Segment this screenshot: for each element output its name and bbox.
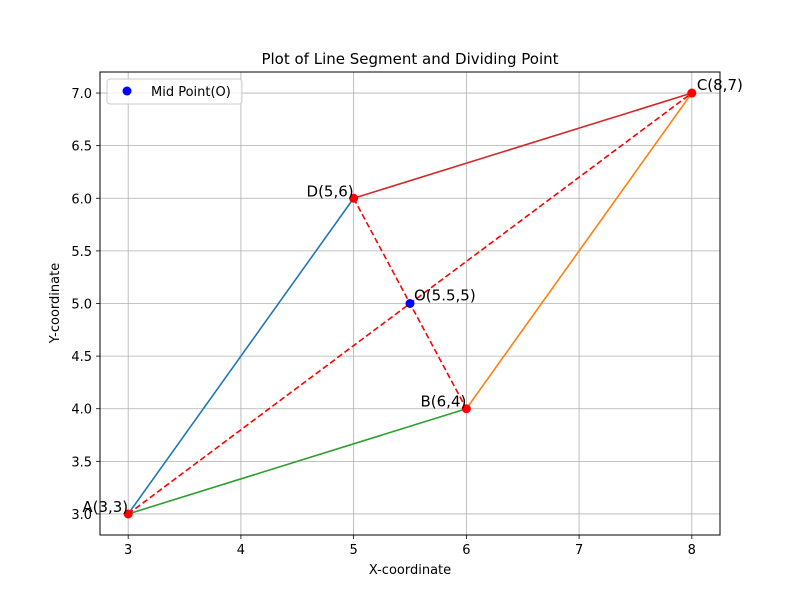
plot-markers <box>123 88 697 519</box>
y-tick-label: 6.0 <box>71 192 92 207</box>
point-marker <box>123 509 133 519</box>
y-tick-label: 3.0 <box>71 508 92 523</box>
legend-entry-midpoint: Mid Point(O) <box>151 85 231 100</box>
y-tick-label: 6.5 <box>71 140 92 155</box>
side-segment <box>127 407 467 515</box>
legend-marker-midpoint <box>122 86 132 96</box>
side-segment <box>465 92 693 410</box>
point-marker <box>349 193 359 203</box>
x-tick-label: 6 <box>462 543 470 558</box>
y-tick-label: 5.5 <box>71 245 92 260</box>
point-marker <box>461 404 471 414</box>
x-tick-label: 8 <box>688 543 696 558</box>
side-segment <box>127 197 355 515</box>
legend: Mid Point(O) <box>106 78 243 105</box>
x-tick-label: 7 <box>575 543 583 558</box>
y-axis-label: Y-coordinate <box>48 263 63 344</box>
y-tick-label: 3.5 <box>71 455 92 470</box>
point-marker <box>687 88 697 98</box>
point-marker <box>405 299 415 308</box>
legend-box <box>106 78 243 105</box>
point-label: B(6,4) <box>421 393 467 411</box>
x-tick-label: 4 <box>237 543 245 558</box>
axis-ticks: 3 4 5 6 7 8 3.0 3.5 4.0 4.5 5.0 5.5 6.0 6.5 7.0 <box>71 87 696 558</box>
x-tick-label: 5 <box>349 543 357 558</box>
plot-series <box>127 92 693 515</box>
x-axis-label: X-coordinate <box>369 563 451 578</box>
point-labels: A(3,3)B(6,4)C(8,7)D(5,6)O(5.5,5) <box>82 76 743 516</box>
y-tick-label: 4.0 <box>71 403 92 418</box>
point-label: D(5,6) <box>307 182 354 200</box>
y-tick-label: 4.5 <box>71 350 92 365</box>
chart-title: Plot of Line Segment and Dividing Point <box>261 50 558 68</box>
x-tick-label: 3 <box>124 543 132 558</box>
y-tick-label: 7.0 <box>71 87 92 102</box>
y-tick-label: 5.0 <box>71 298 92 313</box>
point-label: A(3,3) <box>82 498 128 516</box>
point-label: O(5.5,5) <box>414 287 476 305</box>
side-segment <box>353 92 693 200</box>
